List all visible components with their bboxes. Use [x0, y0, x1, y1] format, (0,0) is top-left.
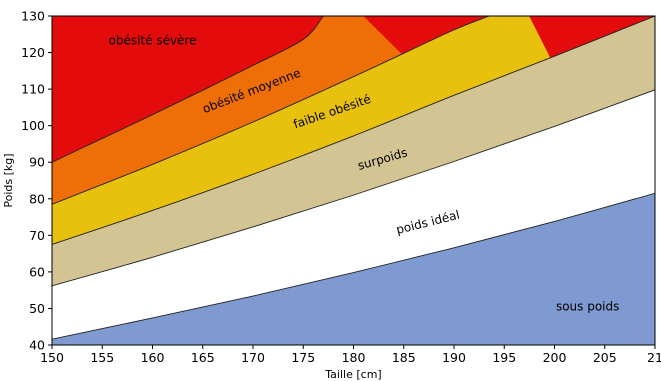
x-tick-label: 170	[241, 350, 265, 365]
x-tick-label: 205	[593, 350, 617, 365]
zone-area-0	[52, 193, 655, 345]
y-tick-label: 130	[21, 9, 45, 24]
x-tick-label: 190	[442, 350, 466, 365]
x-tick-label: 195	[492, 350, 516, 365]
x-tick-label: 200	[543, 350, 567, 365]
x-tick-label: 175	[291, 350, 315, 365]
x-tick-label: 165	[191, 350, 215, 365]
x-tick-label: 180	[342, 350, 366, 365]
y-tick-label: 120	[21, 45, 45, 60]
zone-label: sous poids	[556, 299, 619, 313]
x-tick-label: 150	[40, 350, 64, 365]
zone-areas	[52, 16, 655, 345]
boundary-line-3	[52, 16, 490, 205]
boundary-line-2	[52, 16, 655, 245]
y-tick-label: 70	[29, 228, 45, 243]
y-tick-label: 110	[21, 82, 45, 97]
y-axis-title: Poids [kg]	[2, 153, 15, 207]
boundary-line-0	[52, 192, 655, 340]
y-tick-label: 90	[29, 155, 45, 170]
y-tick-label: 40	[29, 338, 45, 353]
x-tick-label: 160	[141, 350, 165, 365]
boundary-line-1	[52, 89, 655, 287]
y-tick-label: 80	[29, 191, 45, 206]
x-tick-label: 155	[90, 350, 114, 365]
x-axis-title: Taille [cm]	[324, 368, 381, 381]
x-tick-label: 185	[392, 350, 416, 365]
y-axis: 40 50 60 70 80 90 100 110 120 130	[21, 9, 52, 353]
zone-label: obésité sévère	[108, 34, 196, 48]
x-tick-label: 21	[647, 350, 661, 365]
x-axis: 150 155 160 165 170 175 180 185 190 195 200 205 21	[40, 345, 661, 365]
zone-boundaries	[52, 16, 655, 340]
y-tick-label: 60	[29, 264, 45, 279]
y-tick-label: 100	[21, 118, 45, 133]
boundary-line-4	[52, 16, 324, 163]
y-tick-label: 50	[29, 301, 45, 316]
